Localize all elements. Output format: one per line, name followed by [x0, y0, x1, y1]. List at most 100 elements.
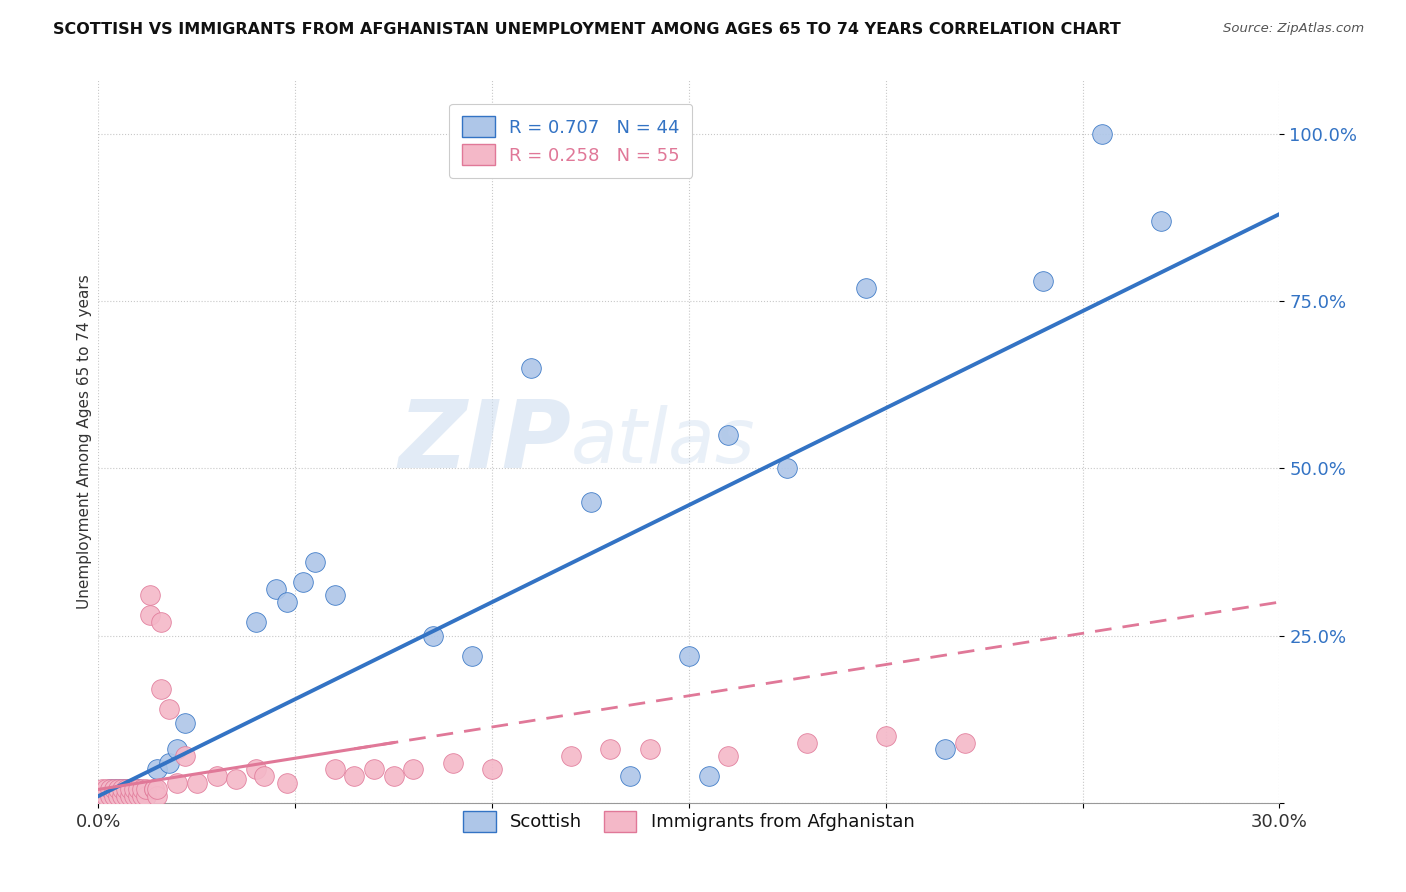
Point [441, 756, 464, 770]
Point [1091, 127, 1114, 141]
Point [96, 789, 118, 804]
Point [107, 782, 129, 797]
Point [98, 789, 121, 804]
Point [796, 735, 818, 749]
Text: atlas: atlas [571, 405, 755, 478]
Point [875, 729, 897, 743]
Point [127, 782, 149, 797]
Point [131, 789, 153, 804]
Point [934, 742, 956, 756]
Point [599, 742, 621, 756]
Point [697, 769, 720, 783]
Point [103, 789, 125, 804]
Point [264, 582, 287, 596]
Point [107, 782, 129, 797]
Point [245, 762, 267, 776]
Point [304, 555, 326, 569]
Legend: Scottish, Immigrants from Afghanistan: Scottish, Immigrants from Afghanistan [450, 798, 928, 845]
Point [142, 782, 165, 797]
Point [118, 789, 141, 804]
Point [146, 782, 169, 797]
Point [96, 789, 118, 804]
Point [186, 776, 208, 790]
Point [103, 782, 125, 797]
Point [481, 762, 503, 776]
Point [103, 782, 125, 797]
Point [157, 756, 180, 770]
Point [103, 789, 125, 804]
Point [111, 782, 134, 797]
Point [115, 782, 138, 797]
Point [323, 589, 346, 603]
Point [98, 782, 121, 797]
Point [127, 789, 149, 804]
Point [174, 715, 197, 730]
Point [1032, 274, 1054, 288]
Point [122, 782, 145, 797]
Point [131, 782, 153, 797]
Point [138, 608, 160, 623]
Point [111, 789, 134, 804]
Point [122, 789, 145, 804]
Point [111, 789, 134, 804]
Point [253, 769, 276, 783]
Point [953, 735, 976, 749]
Point [343, 769, 366, 783]
Point [118, 782, 141, 797]
Point [107, 789, 129, 804]
Point [122, 782, 145, 797]
Point [150, 615, 173, 630]
Point [115, 789, 138, 804]
Point [422, 628, 444, 642]
Point [98, 782, 121, 797]
Point [115, 789, 138, 804]
Point [118, 782, 141, 797]
Point [111, 782, 134, 797]
Text: Source: ZipAtlas.com: Source: ZipAtlas.com [1223, 22, 1364, 36]
Point [678, 648, 700, 663]
Point [292, 575, 315, 590]
Point [91, 782, 114, 797]
Point [135, 782, 157, 797]
Point [245, 615, 267, 630]
Point [157, 702, 180, 716]
Point [276, 776, 298, 790]
Point [138, 589, 160, 603]
Point [115, 782, 138, 797]
Point [118, 789, 141, 804]
Point [174, 749, 197, 764]
Point [461, 648, 484, 663]
Point [127, 789, 149, 804]
Point [402, 762, 425, 776]
Point [166, 742, 188, 756]
Point [98, 789, 121, 804]
Point [363, 762, 385, 776]
Point [135, 789, 157, 804]
Text: SCOTTISH VS IMMIGRANTS FROM AFGHANISTAN UNEMPLOYMENT AMONG AGES 65 TO 74 YEARS C: SCOTTISH VS IMMIGRANTS FROM AFGHANISTAN … [53, 22, 1121, 37]
Point [638, 742, 661, 756]
Y-axis label: Unemployment Among Ages 65 to 74 years: Unemployment Among Ages 65 to 74 years [77, 274, 91, 609]
Point [855, 281, 877, 295]
Point [96, 782, 118, 797]
Point [122, 789, 145, 804]
Point [150, 681, 173, 696]
Point [276, 595, 298, 609]
Point [717, 427, 740, 442]
Point [107, 789, 129, 804]
Point [520, 361, 543, 376]
Point [146, 789, 169, 804]
Point [146, 762, 169, 776]
Point [717, 749, 740, 764]
Point [166, 776, 188, 790]
Text: ZIP: ZIP [398, 395, 571, 488]
Point [142, 782, 165, 797]
Point [225, 772, 247, 787]
Point [382, 769, 405, 783]
Point [135, 789, 157, 804]
Point [91, 789, 114, 804]
Point [91, 789, 114, 804]
Point [323, 762, 346, 776]
Point [205, 769, 228, 783]
Point [1150, 214, 1173, 228]
Point [776, 461, 799, 475]
